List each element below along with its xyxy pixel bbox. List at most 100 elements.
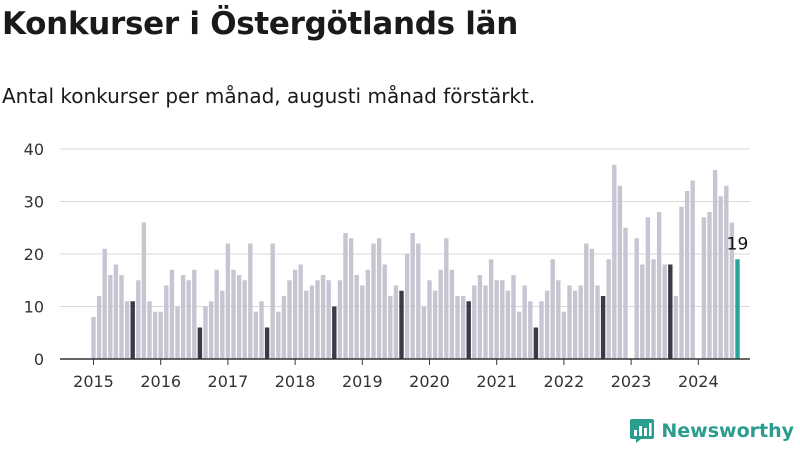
data-label: 19 [727,234,749,254]
bar [617,185,623,359]
bar [410,233,415,359]
bar [533,327,539,359]
bar [572,290,578,359]
bar [516,311,522,359]
bar [208,301,214,359]
bar [416,243,421,359]
bar [119,275,124,359]
bar [707,212,712,359]
bar [158,311,163,359]
bar [376,238,382,359]
bar [326,280,331,359]
bar [393,285,399,359]
bar [449,269,455,359]
bar [96,296,102,359]
bar [180,275,186,359]
bar [488,259,494,359]
bar [466,301,471,359]
bar [203,306,208,359]
bar [169,269,175,359]
bar [292,269,298,359]
bar [662,264,667,359]
bar [388,296,393,359]
bar [539,301,544,359]
bar [640,264,645,359]
bar [550,259,555,359]
bar [220,290,225,359]
bar [444,238,449,359]
y-tick-label: 0 [34,350,44,369]
bar [432,290,438,359]
bar [354,275,359,359]
bar [259,301,264,359]
bar [164,285,169,359]
bar [612,164,617,359]
y-tick-label: 20 [24,245,44,264]
bar [561,311,567,359]
bar [337,280,343,359]
bar [242,280,247,359]
bar [343,233,348,359]
bar [438,269,443,359]
bar [281,296,287,359]
bar [320,275,326,359]
bar [231,269,236,359]
bar [147,301,152,359]
bar [365,269,371,359]
bar [589,248,595,359]
bar [175,306,180,359]
bar [192,269,197,359]
bar [528,301,533,359]
x-tick-label: 2017 [208,372,249,391]
bar [197,327,203,359]
bar [421,306,427,359]
bar [584,243,589,359]
bar [724,185,729,359]
bar [606,259,611,359]
bar [690,180,695,359]
brand-logo[interactable]: Newsworthy [629,418,794,444]
bar [511,275,516,359]
bar [505,290,511,359]
bar [477,275,483,359]
bar [455,296,460,359]
bar [684,191,690,359]
bar [668,264,673,359]
bar [472,285,477,359]
bar [382,264,387,359]
brand-name: Newsworthy [661,420,794,442]
bar [102,248,107,359]
bar [91,317,96,359]
x-tick-label: 2023 [611,372,652,391]
bar [136,280,141,359]
bar [578,285,583,359]
y-tick-label: 10 [24,298,44,317]
bar [729,222,735,359]
y-tick-label: 40 [24,140,44,159]
x-tick-label: 2021 [476,372,517,391]
bar [287,280,292,359]
bar [276,311,281,359]
bar [701,217,707,359]
bar [186,280,191,359]
bar [236,275,242,359]
chart-subtitle: Antal konkurser per månad, augusti månad… [2,84,536,108]
bar [108,275,113,359]
bar [404,254,410,359]
bar [427,280,432,359]
bar-chart-logo-icon [630,419,655,443]
bar [645,217,651,359]
bar [544,290,550,359]
bar [332,306,337,359]
x-tick-label: 2015 [73,372,114,391]
bar [141,222,147,359]
x-tick-label: 2016 [140,372,181,391]
chart-title: Konkurser i Östergötlands län [2,6,518,42]
bar [500,280,505,359]
bar [214,269,219,359]
bar [522,285,527,359]
bar [483,285,488,359]
bar [124,301,130,359]
bar [556,280,561,359]
